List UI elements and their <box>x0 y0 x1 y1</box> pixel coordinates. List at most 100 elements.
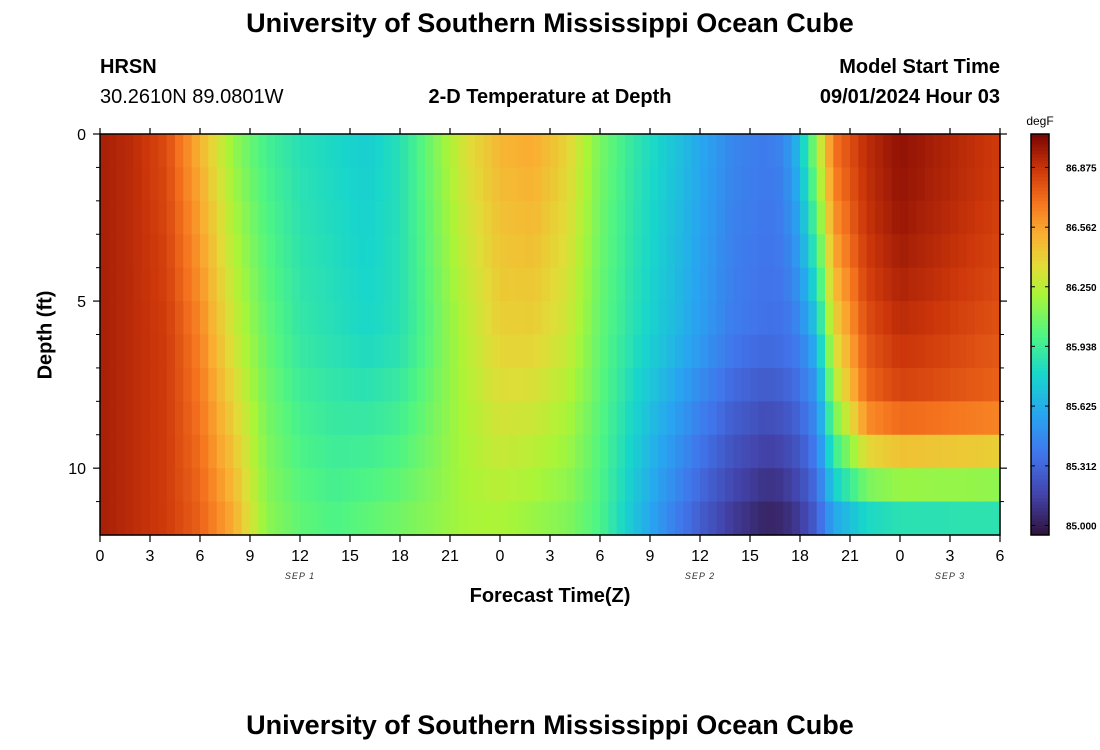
heatmap-cell <box>658 468 668 503</box>
heatmap-cell <box>441 167 451 202</box>
chart-subtitle: 2-D Temperature at Depth <box>428 86 672 108</box>
heatmap-cell <box>933 134 943 169</box>
heatmap-cell <box>475 367 484 402</box>
heatmap-cell <box>616 301 626 336</box>
heatmap-cell <box>108 134 118 169</box>
heatmap-cell <box>866 134 876 169</box>
heatmap-cell <box>525 134 534 169</box>
heatmap-cell <box>933 267 943 302</box>
colorbar-segment <box>1031 471 1049 476</box>
heatmap-cell <box>250 267 259 302</box>
heatmap-cell <box>591 167 601 202</box>
heatmap-cell <box>533 334 543 369</box>
heatmap-cell <box>191 301 201 336</box>
heatmap-cell <box>391 234 401 269</box>
heatmap-cell <box>783 468 793 503</box>
heatmap-cell <box>766 134 776 169</box>
heatmap-cell <box>666 301 676 336</box>
heatmap-cell <box>175 401 184 436</box>
heatmap-cell <box>191 501 201 536</box>
colorbar-segment <box>1031 177 1049 182</box>
heatmap-cell <box>275 167 284 202</box>
heatmap-cell <box>566 267 576 302</box>
heatmap-cell <box>841 468 851 503</box>
heatmap-cell <box>541 234 551 269</box>
heatmap-cell <box>916 468 926 503</box>
heatmap-cell <box>266 501 276 536</box>
heatmap-cell <box>650 267 659 302</box>
heatmap-cell <box>508 434 518 469</box>
heatmap-cell <box>800 468 809 503</box>
heatmap-cell <box>758 134 768 169</box>
heatmap-cell <box>791 200 801 235</box>
heatmap-cell <box>191 200 201 235</box>
heatmap-cell <box>491 167 501 202</box>
heatmap-cell <box>291 134 301 169</box>
heatmap-cell <box>108 401 118 436</box>
heatmap-cell <box>608 167 618 202</box>
heatmap-cell <box>408 334 418 369</box>
heatmap-cell <box>500 501 509 536</box>
heatmap-cell <box>591 234 601 269</box>
heatmap-cell <box>583 468 593 503</box>
heatmap-cell <box>733 401 743 436</box>
heatmap-cell <box>241 167 251 202</box>
heatmap-cell <box>666 367 676 402</box>
heatmap-cell <box>216 134 226 169</box>
heatmap-cell <box>175 134 184 169</box>
colorbar-segment <box>1031 160 1049 165</box>
heatmap-cell <box>875 468 884 503</box>
heatmap-cell <box>775 468 784 503</box>
heatmap-cell <box>941 267 951 302</box>
colorbar-segment <box>1031 284 1049 289</box>
heatmap-cell <box>158 334 168 369</box>
heatmap-cell <box>416 301 426 336</box>
heatmap-cell <box>850 334 859 369</box>
heatmap-cell <box>283 267 293 302</box>
heatmap-cell <box>666 401 676 436</box>
heatmap-cell <box>108 267 118 302</box>
heatmap-cell <box>600 301 609 336</box>
heatmap-cell <box>925 234 934 269</box>
heatmap-cell <box>341 134 351 169</box>
heatmap-cell <box>166 234 176 269</box>
heatmap-cell <box>716 267 726 302</box>
heatmap-cell <box>208 234 218 269</box>
colorbar-segment <box>1031 431 1049 436</box>
heatmap-cell <box>300 134 309 169</box>
x-tick-label: 3 <box>546 548 555 565</box>
heatmap-cell <box>100 200 109 235</box>
colorbar-segment <box>1031 518 1049 523</box>
heatmap-cell <box>633 267 643 302</box>
heatmap-cell <box>466 401 476 436</box>
heatmap-cell <box>350 401 359 436</box>
heatmap-cell <box>750 200 759 235</box>
heatmap-cell <box>533 167 543 202</box>
heatmap-cell <box>616 134 626 169</box>
heatmap-cell <box>825 200 834 235</box>
colorbar-segment <box>1031 414 1049 419</box>
heatmap-cell <box>466 167 476 202</box>
heatmap-cell <box>408 200 418 235</box>
heatmap-cell <box>575 134 584 169</box>
heatmap-cell <box>166 200 176 235</box>
heatmap-cell <box>858 401 868 436</box>
heatmap-cell <box>208 468 218 503</box>
heatmap-cell <box>583 200 593 235</box>
heatmap-cell <box>750 401 759 436</box>
heatmap-cell <box>225 167 234 202</box>
heatmap-cell <box>683 334 693 369</box>
heatmap-cell <box>158 234 168 269</box>
heatmap-cell <box>983 167 993 202</box>
heatmap-cell <box>691 367 701 402</box>
colorbar-segment <box>1031 401 1049 406</box>
heatmap-cell <box>533 267 543 302</box>
heatmap-cell <box>125 401 134 436</box>
colorbar-segment <box>1031 511 1049 516</box>
heatmap-cell <box>125 301 134 336</box>
heatmap-cell <box>316 434 326 469</box>
heatmap-cell <box>541 334 551 369</box>
heatmap-cell <box>508 401 518 436</box>
heatmap-cell <box>966 267 976 302</box>
heatmap-cell <box>525 200 534 235</box>
